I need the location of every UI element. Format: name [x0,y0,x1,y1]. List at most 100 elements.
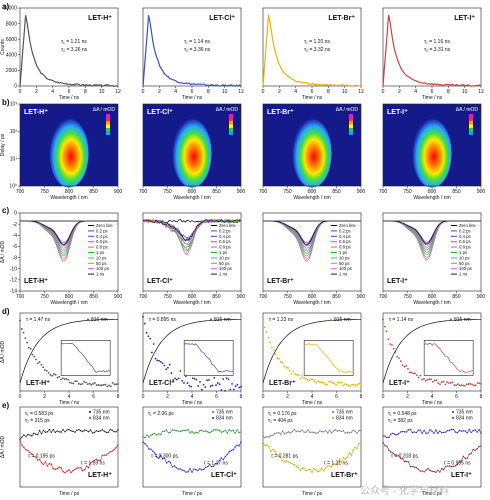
kinetic-point [154,357,157,360]
kinetic-point [31,353,34,356]
kinetic-point [186,382,189,384]
kinetic-point [68,381,71,384]
panel-c-xtick-label: 750 [40,294,49,300]
kinetic-point [77,382,80,385]
kinetic-point [322,381,325,384]
panel-b-xtick-label: 800 [65,189,74,195]
legend-entry: 0.4 ps [459,234,471,239]
panel-d-xlabel: Time / ns [59,400,80,406]
panel-b-ylabel: Delay / ps [0,133,6,156]
kinetic-point [170,372,173,374]
kinetic-tau: τ = 1.23 ns [269,317,294,323]
legend-entry: 50 ps [459,261,470,266]
tau1-label: τ₁ = 1.21 ns [61,39,87,45]
legend-entry: Zero line [339,223,356,228]
heatmap-title: LET-H⁺ [24,109,48,116]
kinetic-point [340,381,343,384]
kinetic-point [306,378,309,381]
sample-title: LET-Br⁺ [328,15,355,22]
spectrum-trace [20,220,118,245]
kinetic-point [478,382,481,385]
kinetic-point [76,380,78,383]
kinetic-point [387,338,390,341]
kinetic-point [329,381,332,383]
kinetic-point [480,382,482,385]
panel-a-xtick-label: 10 [342,89,348,95]
wavelength-marker [450,318,452,321]
kinetic-point [188,384,191,387]
kinetic-point [383,325,386,328]
panel-b-xtick-label: 850 [332,189,341,195]
panel-c-xlabel: Wavelength / nm [173,300,210,306]
colorbar-swatch [106,128,110,132]
e-tau3: τ = 0.281 ps [271,453,298,459]
panel-d-xtick-label: 6 [92,394,95,400]
panel-a-xtick-label: 6 [68,89,71,95]
wavelength-marker [210,318,212,321]
legend-entry: 100 ps [339,266,352,271]
kinetic-point [109,385,112,388]
legend-entry: 0.8 ps [219,245,231,250]
kinetic-point [315,381,318,384]
kinetic-point [199,380,201,383]
kinetic-point [22,331,25,334]
kinetic-point [79,383,82,386]
panel-d-xtick-label: 0 [262,394,265,400]
kinetic-point [67,378,70,381]
colorbar-swatch [229,131,233,135]
panel-a-xtick-label: 10 [462,89,468,95]
heatmap-title: LET-Br⁺ [267,109,294,116]
panel-a-xtick-label: 8 [207,89,210,95]
kinetic-point [474,384,477,387]
kinetic-point [288,369,291,372]
panel-e-frame [382,406,482,488]
kinetic-point [72,382,75,385]
kinetic-point [115,383,118,386]
kinetic-point [338,381,341,384]
panel-a-xlabel: Time / ns [422,95,443,101]
kinetic-point [113,383,116,386]
legend-marker [452,411,454,413]
colorbar-label: ΔA / mOD [456,107,479,113]
kinetics-title: LET-H⁺ [26,380,50,387]
panel-d-xtick-label: 8 [117,394,120,400]
panel-a-xtick-label: 12 [478,89,484,95]
kinetic-point [28,346,30,349]
legend-entry: 834 nm [93,416,110,422]
panel-d-xlabel: Time / ns [302,400,323,406]
panel-d-ylabel: ΔA / mOD [0,340,6,363]
colorbar-swatch [106,114,110,118]
kinetic-point [403,365,406,368]
kinetic-point [174,377,176,380]
kinetic-tau: τ = 0.895 ns [149,317,176,323]
kinetic-point [179,370,182,372]
panel-a-xtick-label: 0 [382,89,385,95]
panel-b-ytick-label: 10¹ [10,156,18,162]
kinetic-point [430,378,433,381]
kinetic-point [311,378,314,381]
kinetics-title: LET-Cl⁺ [149,380,175,387]
kinetic-point [349,385,352,387]
panel-a-xlabel: Time / ns [302,95,323,101]
panel-b-xtick-label: 850 [212,189,221,195]
legend-entry: 735 nm [93,410,110,416]
spectra-title: LET-Br⁺ [267,278,294,285]
panel-c-xtick-label: 700 [379,294,388,300]
kinetics-title: LET-H⁺ [88,472,112,479]
kinetic-point [467,383,470,385]
panel-c-xlabel: Wavelength / nm [293,300,330,306]
wavelength-label: 816 nm [334,317,351,323]
sample-column-3: LET-I⁺ τ₁ = 1.16 ns τ₂ = 3.31 ns 0 2 4 6 8 10 12 T… [379,7,485,497]
kinetic-point [320,381,323,384]
legend-entry: 0.2 ps [219,228,231,233]
panel-a-decay: LET-Br⁺ τ₁ = 1.20 ns τ₂ = 3.32 ns 0 2 4 6 8 10 12… [262,7,364,101]
panel-b-xtick-label: 800 [308,189,317,195]
panel-d-xtick-label: 8 [240,394,243,400]
panel-a-xtick-label: 10 [222,89,228,95]
heatmap-band [172,118,212,188]
tau2-label: τ₂ = 3.26 ns [61,47,88,53]
kinetics-title: LET-Cl⁺ [211,472,237,479]
legend-entry: 10 ps [339,255,350,260]
kinetic-point [224,389,226,392]
colorbar-swatch [229,121,233,125]
